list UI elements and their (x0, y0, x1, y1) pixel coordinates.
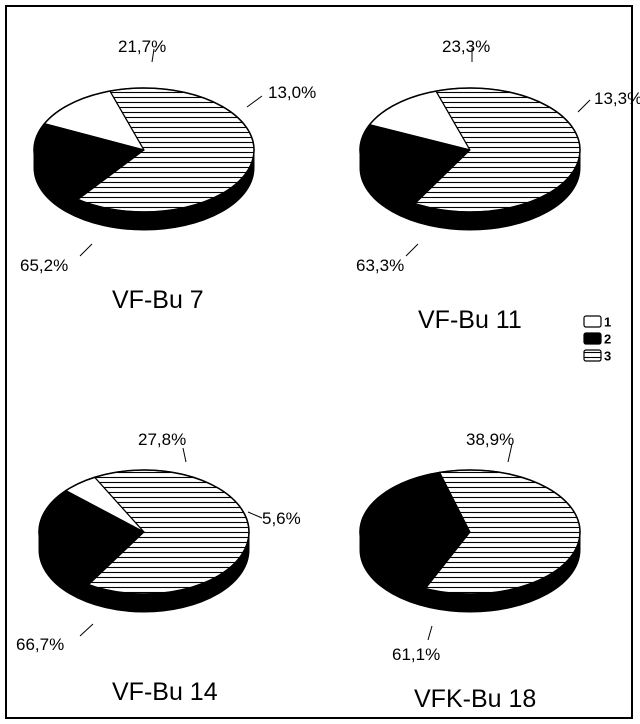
legend-label-1: 1 (604, 315, 611, 330)
pie-title: VF-Bu 14 (112, 678, 218, 706)
legend-swatch-2 (583, 332, 602, 345)
leader-line (507, 443, 513, 463)
legend: 1 2 3 (578, 312, 630, 370)
slice-label-series-2: 23,3% (442, 37, 490, 56)
pie-outline (359, 87, 581, 213)
pie-chart-3: 5,6% 27,8% 66,7% VF-Bu 14 (16, 430, 301, 706)
legend-swatch-3 (583, 349, 602, 362)
slice-label-series-3: 63,3% (356, 256, 404, 275)
legend-label-3: 3 (604, 349, 611, 364)
leader-line (247, 511, 263, 519)
slice-label-series-2: 27,8% (138, 430, 186, 449)
leader-line (79, 623, 94, 637)
pie-outline (33, 87, 255, 213)
leader-line (79, 243, 93, 257)
slice-label-series-3: 61,1% (392, 645, 440, 664)
pie-title: VF-Bu 7 (112, 286, 204, 314)
pie-chart-4: 38,9% 61,1% VFK-Bu 18 (359, 430, 581, 713)
slice-label-series-1: 13,0% (268, 83, 316, 102)
pie-outline (38, 469, 250, 595)
legend-swatch-1 (583, 315, 602, 328)
leader-line (577, 99, 591, 113)
slice-label-series-3: 65,2% (20, 256, 68, 275)
pie-outline (359, 469, 581, 595)
slice-label-series-2: 38,9% (466, 430, 514, 449)
pie-title: VF-Bu 11 (418, 306, 522, 334)
legend-label-2: 2 (604, 332, 611, 347)
pie-title: VFK-Bu 18 (414, 685, 536, 713)
slice-label-series-1: 13,3% (594, 89, 640, 108)
slice-label-series-3: 66,7% (16, 635, 64, 654)
leader-line (182, 447, 187, 463)
leader-line (427, 625, 433, 641)
slice-label-series-1: 5,6% (262, 509, 301, 528)
leader-line (405, 243, 419, 257)
pie-chart-2: 13,3% 23,3% 63,3% VF-Bu 11 (356, 37, 640, 334)
leader-line (151, 48, 155, 63)
slice-label-series-2: 21,7% (118, 37, 166, 56)
leader-line (246, 95, 263, 108)
pie-chart-1: 13,0% 21,7% 65,2% VF-Bu 7 (20, 37, 316, 314)
